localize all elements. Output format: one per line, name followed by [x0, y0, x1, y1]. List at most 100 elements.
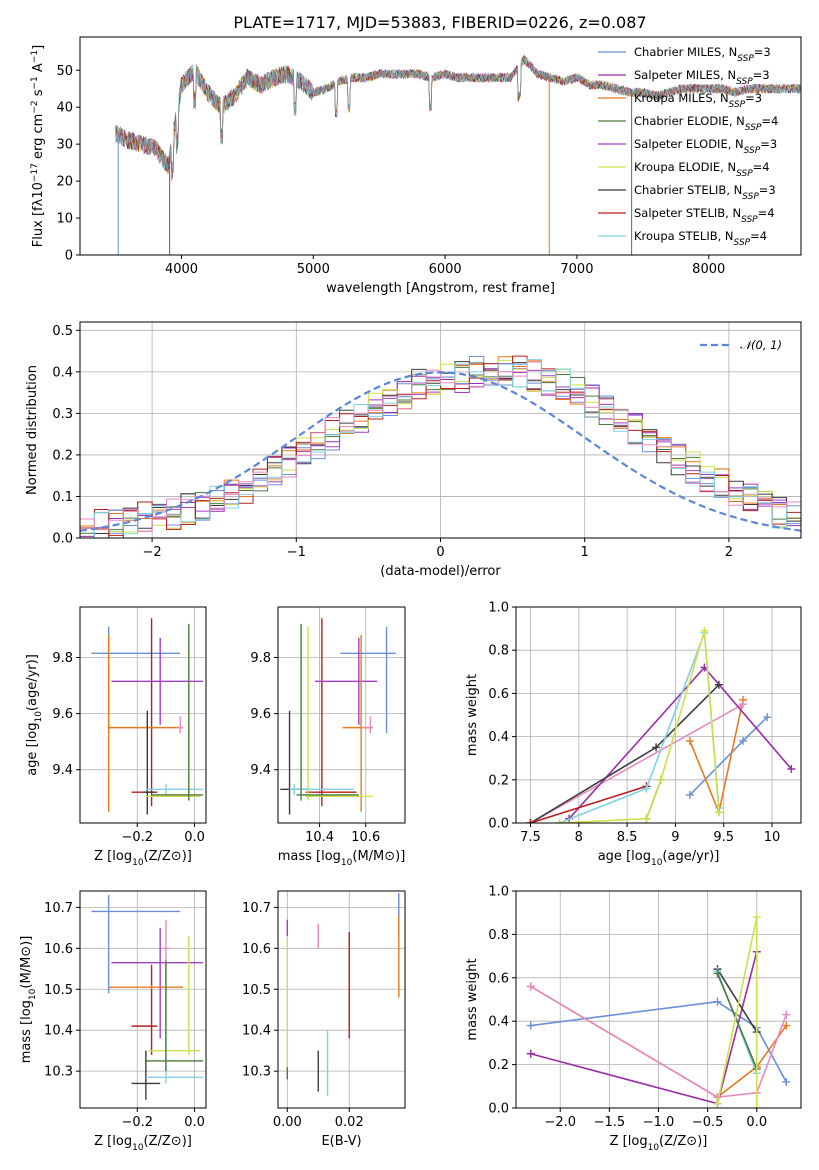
data-point-marker	[739, 700, 748, 709]
y-tick-label: 0.2	[488, 773, 509, 788]
axes-frame	[79, 890, 207, 1109]
y-tick-label: 50	[56, 64, 73, 79]
y-tick-label: 0.2	[52, 448, 73, 463]
weight-vs-metallicity-plot: −2.0 −1.5 −1.0 −0.5 0.0 0.0 0.2 0.4 0.6 0.8 1.0 Z […	[465, 885, 802, 1153]
x-tick-label: −0.2	[121, 1115, 153, 1130]
spectrum-legend: Chabrier MILES, NSSP=3 Salpeter MILES, NS…	[598, 45, 778, 248]
x-tick-label: −1	[287, 545, 306, 560]
y-tick-label: 0.4	[488, 730, 509, 745]
y-tick-label: 10.3	[44, 1065, 73, 1080]
data-point-marker	[700, 626, 709, 635]
y-tick-label: 9.8	[52, 651, 73, 666]
legend-entry-label: Kroupa MILES, NSSP=3	[634, 91, 762, 110]
data-point-marker	[752, 913, 761, 922]
y-tick-label: 40	[56, 101, 73, 116]
y-tick-label: 10.5	[44, 983, 73, 998]
legend-entry-label: Salpeter ELODIE, NSSP=3	[634, 137, 777, 156]
age-vs-metallicity-plot: −0.2 0.0 9.4 9.6 9.8 Z [log10(Z/Z⊙)] age [log1…	[25, 606, 207, 868]
data-point-marker	[713, 1099, 722, 1108]
y-tick-label: 9.8	[250, 651, 271, 666]
weight-series-line	[716, 968, 758, 1033]
data-point-marker	[652, 743, 661, 752]
x-tick-label: 4000	[165, 262, 198, 277]
y-tick-label: 0.1	[52, 490, 73, 505]
y-tick-label: 0.5	[52, 324, 73, 339]
axes-frame	[79, 606, 207, 824]
data-point-marker	[526, 819, 535, 823]
x-tick-label: −0.5	[692, 1115, 724, 1130]
data-point-marker	[685, 736, 694, 745]
x-axis-label: Z [log10(Z/Z⊙)]	[610, 1134, 708, 1153]
x-tick-label: 8000	[692, 262, 725, 277]
legend-entry-label: Chabrier ELODIE, NSSP=4	[634, 114, 778, 133]
x-axis-label: age [log10(age/yr)]	[598, 849, 720, 868]
weight-series-line	[689, 699, 744, 815]
legend-entry-label: Kroupa ELODIE, NSSP=4	[634, 160, 770, 179]
data-point-marker	[642, 784, 651, 793]
x-tick-label: 9	[671, 830, 679, 845]
data-point-marker	[787, 765, 796, 773]
x-axis-label: Z [log10(Z/Z⊙)]	[94, 849, 192, 868]
y-tick-label: 9.4	[250, 763, 271, 778]
legend-entry-label: Salpeter MILES, NSSP=3	[634, 68, 770, 87]
x-tick-label: 0.0	[746, 1115, 767, 1130]
y-axis-label: mass [log10(M/M⊙)]	[19, 936, 38, 1064]
x-tick-label: 10.4	[305, 830, 334, 845]
y-tick-label: 0.0	[488, 1102, 509, 1117]
x-tick-label: −2.0	[544, 1115, 576, 1130]
residual-histogram: −2 −1 0 1 2 0.0 0.1 0.2 0.3 0.4 0.5 (data-model)/er…	[25, 321, 802, 579]
data-point-marker	[642, 814, 651, 823]
legend-entry-label: Kroupa STELIB, NSSP=4	[634, 229, 767, 248]
y-tick-label: 0	[65, 249, 73, 264]
x-tick-label: 1	[581, 545, 589, 560]
y-tick-label: 0.8	[488, 928, 509, 943]
normal-reference-curve	[80, 371, 801, 532]
x-tick-label: −0.2	[121, 830, 153, 845]
weight-series-line	[716, 916, 758, 1108]
mass-vs-ebv-plot: 0.00 0.02 10.3 10.4 10.5 10.6 10.7 E(B-V)	[242, 890, 406, 1149]
y-tick-label: 9.6	[52, 707, 73, 722]
plot-area	[115, 54, 801, 255]
figure-title: PLATE=1717, MJD=53883, FIBERID=0226, z=0…	[233, 13, 646, 32]
y-tick-label: 0.4	[488, 1015, 509, 1030]
data-point-marker	[782, 1021, 791, 1030]
spectrum-plot: 4000 5000 6000 7000 8000 0 10 20 30 40 50 wavelengt…	[30, 36, 802, 296]
axes-frame	[277, 606, 406, 824]
y-tick-label: 10.4	[242, 1024, 271, 1039]
x-tick-label: 2	[725, 545, 733, 560]
data-point-marker	[714, 808, 723, 817]
y-tick-label: 10.5	[242, 983, 271, 998]
plot-area	[91, 895, 204, 1100]
axes-frame	[79, 36, 802, 256]
y-tick-label: 9.6	[250, 707, 271, 722]
legend-entry-label: 𝒩(0, 1)	[740, 338, 782, 352]
x-tick-label: 6000	[429, 262, 462, 277]
legend-entry-label: Chabrier STELIB, NSSP=3	[634, 183, 776, 202]
x-axis-label: E(B-V)	[321, 1134, 361, 1149]
x-axis-label: wavelength [Angstrom, rest frame]	[326, 281, 555, 296]
data-point-marker	[752, 1104, 761, 1108]
x-tick-label: 7.5	[520, 830, 541, 845]
mass-vs-metallicity-plot: −0.2 0.0 10.3 10.4 10.5 10.6 10.7 Z [log10(Z/Z⊙…	[19, 890, 207, 1153]
y-tick-label: 0.4	[52, 365, 73, 380]
x-tick-label: 0	[436, 545, 444, 560]
plot-area	[526, 626, 796, 823]
data-point-marker	[526, 982, 535, 991]
weight-series-line	[689, 716, 768, 796]
plot-area	[286, 893, 400, 1096]
weight-series-line	[530, 785, 647, 823]
y-tick-label: 1.0	[488, 885, 509, 900]
x-tick-label: 0.0	[184, 1115, 205, 1130]
y-axis-label: Normed distribution	[25, 365, 40, 495]
x-tick-label: 9.5	[713, 830, 734, 845]
data-point-marker	[526, 1049, 535, 1058]
x-tick-label: −1.5	[594, 1115, 626, 1130]
y-tick-label: 1.0	[488, 601, 509, 616]
y-tick-label: 10.3	[242, 1065, 271, 1080]
y-tick-label: 20	[56, 175, 73, 190]
data-point-marker	[763, 713, 772, 722]
y-tick-label: 0.0	[52, 532, 73, 547]
y-tick-label: 0.0	[488, 817, 509, 832]
y-tick-label: 30	[56, 138, 73, 153]
